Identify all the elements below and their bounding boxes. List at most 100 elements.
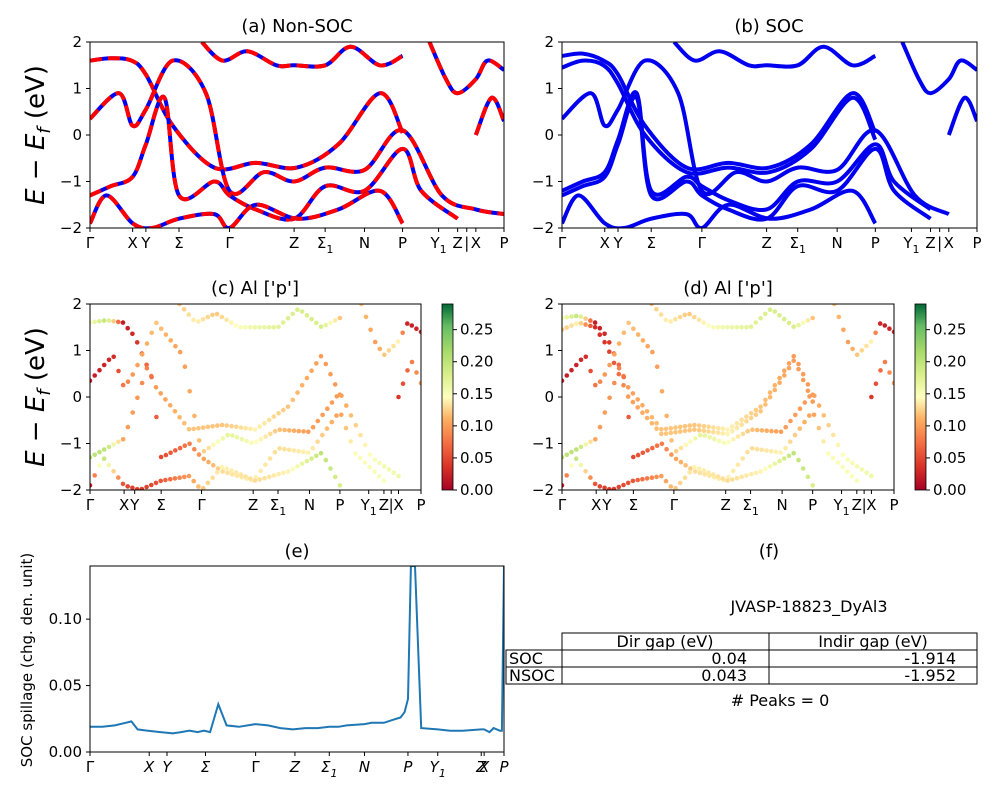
xtick-label: X	[128, 234, 138, 252]
proj-point	[800, 466, 806, 471]
xtick-label: Σ	[201, 758, 211, 776]
ytick-label: 2	[72, 295, 82, 313]
proj-point	[168, 450, 173, 456]
proj-point	[106, 444, 112, 450]
proj-point	[219, 314, 225, 320]
proj-point	[210, 312, 215, 318]
proj-point	[720, 426, 726, 432]
proj-point	[682, 424, 688, 429]
xtick-label: N	[832, 234, 843, 252]
proj-point	[725, 325, 730, 330]
proj-point	[696, 317, 702, 323]
proj-point	[172, 476, 178, 481]
proj-point	[153, 480, 159, 486]
proj-point	[262, 475, 267, 481]
proj-point	[206, 459, 211, 465]
proj-point	[400, 330, 406, 336]
proj-point	[748, 324, 754, 330]
proj-point	[299, 309, 305, 314]
proj-point	[702, 433, 708, 438]
proj-point	[663, 431, 669, 436]
proj-point	[305, 450, 311, 455]
proj-point	[182, 474, 187, 480]
proj-point	[286, 447, 292, 453]
xtick-label: Z	[925, 234, 935, 252]
proj-point	[607, 349, 612, 355]
ytick-label: 0	[72, 126, 82, 144]
proj-point	[186, 426, 192, 432]
proj-point	[791, 353, 796, 359]
proj-point	[564, 315, 569, 320]
proj-point	[367, 464, 373, 470]
proj-point	[701, 423, 707, 429]
proj-point	[748, 415, 754, 421]
proj-point	[654, 426, 659, 431]
proj-point	[764, 428, 769, 434]
proj-point	[224, 466, 229, 471]
proj-point	[859, 348, 865, 353]
proj-point	[287, 428, 292, 433]
proj-point	[97, 319, 102, 324]
proj-point	[267, 456, 273, 461]
proj-point	[835, 442, 841, 448]
proj-point	[562, 455, 565, 460]
proj-point	[396, 473, 401, 479]
proj-point	[125, 484, 130, 489]
colorbar-d	[914, 303, 927, 491]
proj-point	[796, 361, 801, 367]
proj-point	[196, 319, 201, 324]
proj-point	[376, 473, 382, 479]
proj-point	[332, 474, 338, 480]
proj-point	[845, 339, 851, 345]
proj-point	[635, 332, 641, 337]
proj-point	[101, 456, 107, 462]
proj-point	[201, 448, 207, 454]
proj-point	[796, 322, 801, 328]
xtick-label: Z	[289, 234, 299, 252]
xtick-label: X	[478, 758, 490, 776]
proj-point	[139, 486, 145, 490]
proj-point	[310, 445, 316, 451]
xtick-label: Γ	[251, 758, 260, 776]
proj-point	[588, 475, 593, 480]
xtick-label: |	[862, 496, 867, 514]
proj-point	[163, 332, 169, 337]
proj-point	[120, 320, 126, 325]
proj-point	[635, 405, 640, 410]
proj-point	[583, 322, 588, 327]
proj-point	[812, 393, 817, 399]
proj-point	[740, 456, 745, 461]
proj-point	[597, 325, 603, 331]
proj-point	[353, 451, 358, 456]
xtick-label: N	[359, 234, 370, 252]
proj-point	[111, 469, 116, 474]
proj-point	[168, 338, 173, 343]
proj-point	[405, 368, 410, 373]
proj-point	[663, 478, 669, 484]
proj-point	[186, 473, 192, 479]
proj-point	[135, 362, 140, 368]
xtick-label: Σ1	[742, 496, 758, 518]
xtick-label: N	[304, 496, 315, 514]
proj-point	[677, 480, 683, 486]
proj-point	[664, 413, 669, 419]
band-soc-underlay-0	[90, 56, 405, 172]
proj-point	[304, 313, 310, 318]
xtick-label: P	[972, 234, 981, 252]
xtick-label: Z	[289, 758, 301, 776]
proj-point	[215, 470, 220, 475]
proj-point	[243, 325, 248, 330]
proj-point	[182, 443, 188, 449]
proj-point	[266, 325, 272, 330]
proj-point	[720, 325, 725, 330]
proj-point	[367, 452, 373, 458]
proj-point	[706, 323, 711, 328]
ytick-label: −2	[532, 219, 554, 237]
proj-point	[125, 379, 131, 385]
proj-point	[659, 389, 665, 394]
proj-point	[859, 467, 865, 472]
proj-point	[668, 484, 674, 489]
proj-point	[748, 411, 754, 416]
xtick-label: Σ1	[270, 496, 286, 518]
proj-point	[578, 320, 584, 326]
